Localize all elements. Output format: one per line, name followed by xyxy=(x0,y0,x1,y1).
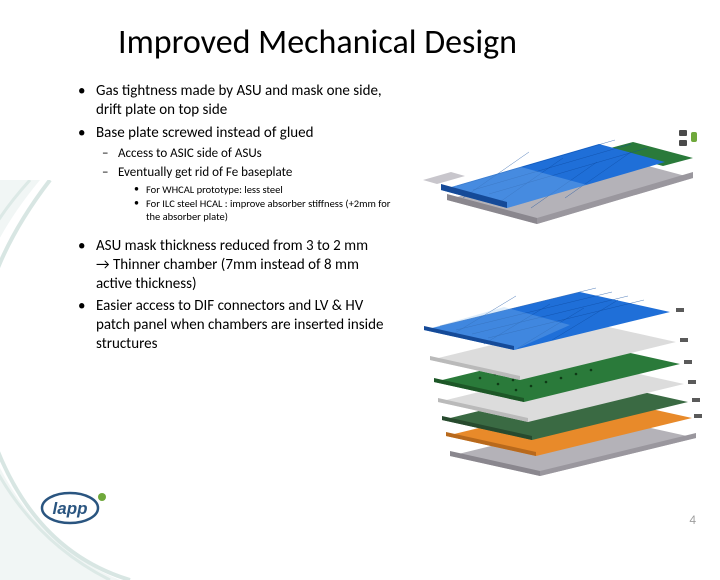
bullet-2-sub2: Eventually get rid of Fe baseplate For W… xyxy=(96,165,398,224)
bullet-4: Easier access to DIF connectors and LV &… xyxy=(68,297,398,353)
exploded-detector-diagram xyxy=(410,236,710,486)
assembled-detector-diagram xyxy=(417,70,702,225)
page-number: 4 xyxy=(689,513,696,528)
logo-text: lapp xyxy=(53,499,88,518)
bullet-2-sub1: Access to ASIC side of ASUs xyxy=(96,146,398,162)
bullet-2: Base plate screwed instead of glued Acce… xyxy=(68,124,398,224)
bullet-2-sub2-a: For WHCAL prototype: less steel xyxy=(118,183,398,196)
bullet-3-text: ASU mask thickness reduced from 3 to 2 m… xyxy=(96,237,368,293)
bullet-2-sub2-text: Eventually get rid of Fe baseplate xyxy=(118,165,292,180)
page-title: Improved Mechanical Design xyxy=(118,22,517,63)
bullet-2-sub2-b: For ILC steel HCAL : improve absorber st… xyxy=(118,197,398,223)
bullet-1: Gas tightness made by ASU and mask one s… xyxy=(68,82,398,120)
bullet-content: Gas tightness made by ASU and mask one s… xyxy=(68,82,398,358)
lapp-logo: lapp xyxy=(40,491,116,530)
bullet-2-text: Base plate screwed instead of glued xyxy=(96,124,314,142)
bullet-3: ASU mask thickness reduced from 3 to 2 m… xyxy=(68,237,398,293)
